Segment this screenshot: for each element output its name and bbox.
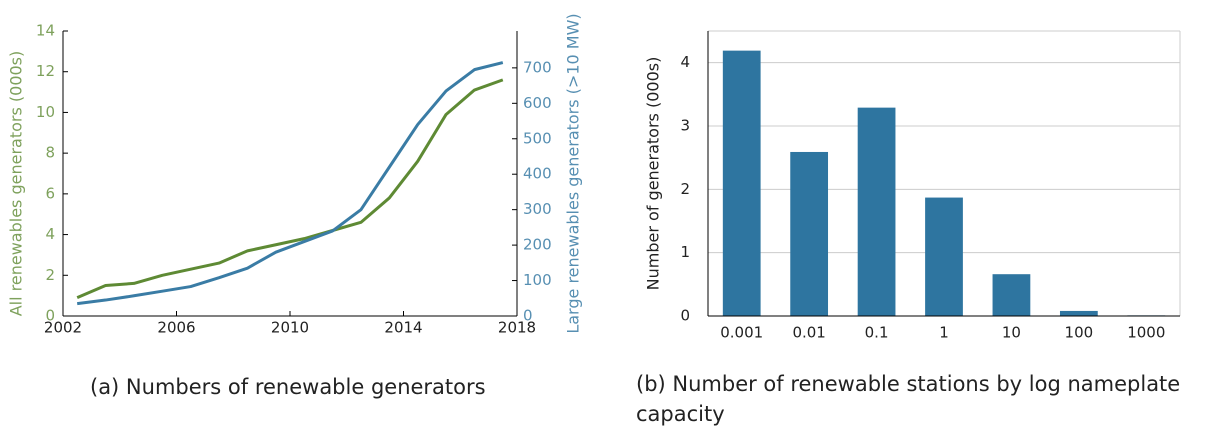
bar bbox=[857, 107, 896, 316]
x-tick-label: 10 bbox=[1002, 324, 1021, 342]
bar bbox=[1059, 310, 1098, 316]
y2-tick-label: 100 bbox=[523, 271, 552, 289]
caption: (a) Numbers of renewable generators bbox=[90, 375, 486, 399]
x-tick-label: 0.1 bbox=[865, 324, 889, 342]
y2-tick-label: 400 bbox=[523, 165, 552, 183]
y2-axis-label: Large renewables generators (>10 MW) bbox=[564, 13, 583, 333]
line-series bbox=[77, 61, 504, 306]
bar bbox=[925, 197, 963, 316]
y-axis-label: Number of generators (000s) bbox=[644, 57, 663, 291]
y-tick-label: 12 bbox=[36, 62, 55, 80]
x-tick-label: 0.001 bbox=[720, 324, 763, 342]
line-series bbox=[76, 78, 504, 300]
y-tick-label: 2 bbox=[680, 180, 690, 198]
x-tick-label: 2006 bbox=[157, 319, 195, 337]
y-tick-label: 4 bbox=[45, 225, 55, 243]
y2-tick-label: 500 bbox=[523, 129, 552, 147]
x-tick-label: 2014 bbox=[384, 319, 422, 337]
y-axis-label: All renewables generators (000s) bbox=[7, 51, 26, 317]
x-tick-label: 100 bbox=[1065, 324, 1094, 342]
y-tick-label: 14 bbox=[36, 22, 55, 40]
y-tick-label: 10 bbox=[36, 103, 55, 121]
y-tick-label: 0 bbox=[45, 307, 55, 325]
y2-tick-label: 300 bbox=[523, 200, 552, 218]
y-tick-label: 3 bbox=[680, 117, 690, 135]
y-tick-label: 6 bbox=[45, 184, 55, 202]
y2-tick-label: 0 bbox=[523, 307, 533, 325]
x-tick-label: 2018 bbox=[498, 319, 536, 337]
y-tick-label: 0 bbox=[680, 307, 690, 325]
y-tick-label: 4 bbox=[680, 53, 690, 71]
caption: (b) Number of renewable stations by log … bbox=[636, 372, 1181, 426]
x-tick-label: 1 bbox=[939, 324, 949, 342]
x-tick-label: 0.01 bbox=[792, 324, 825, 342]
x-tick-label: 1000 bbox=[1127, 324, 1165, 342]
y-tick-label: 2 bbox=[45, 266, 55, 284]
y-tick-label: 1 bbox=[680, 243, 690, 261]
bar bbox=[992, 274, 1031, 316]
y2-tick-label: 600 bbox=[523, 94, 552, 112]
bar bbox=[790, 151, 829, 316]
y-tick-label: 8 bbox=[45, 144, 55, 162]
bar bbox=[722, 50, 761, 317]
y2-tick-label: 700 bbox=[523, 58, 552, 76]
x-tick-label: 2010 bbox=[271, 319, 309, 337]
x-tick-label: 2002 bbox=[44, 319, 82, 337]
y2-tick-label: 200 bbox=[523, 236, 552, 254]
